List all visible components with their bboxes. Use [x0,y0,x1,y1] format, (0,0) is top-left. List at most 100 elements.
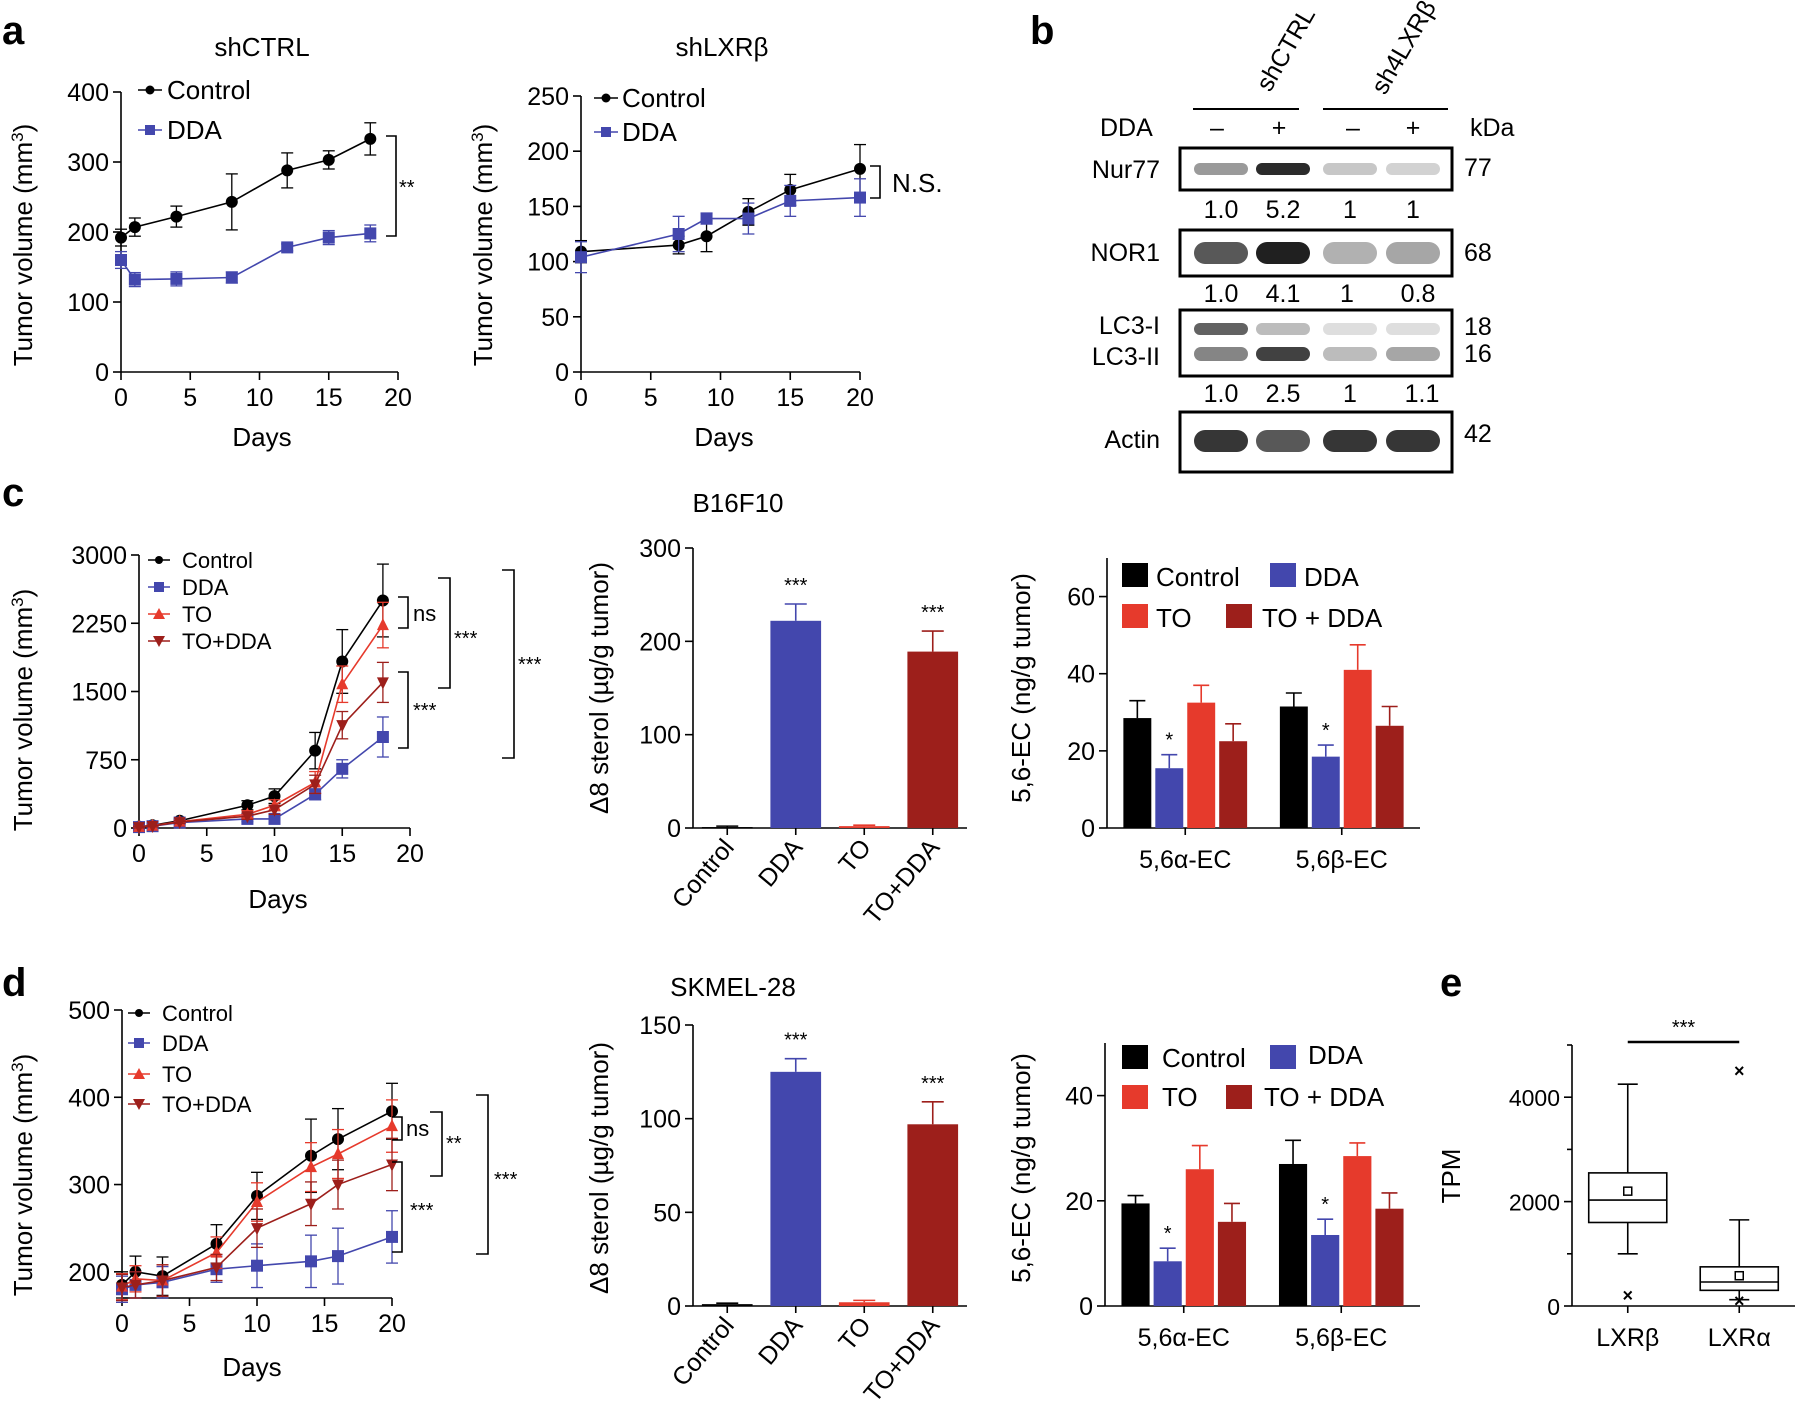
y-tick-label: 20 [1065,1188,1093,1216]
series-to-point [336,677,349,690]
blot-quant-lc3-1: 1.0 [1204,380,1239,408]
chart-d1-bracket-2 [430,1111,443,1177]
x-tick-label: 15 [315,384,343,412]
blot-bands-nor1 [1194,242,1440,264]
chart-d1-legend: Control DDA TO TO+DDA [128,1001,252,1117]
bar-to [838,1302,890,1306]
blot-band-lane-2 [1256,242,1310,264]
box-lxr--outlier: × [1734,1291,1745,1311]
blot-band-lane-3 [1323,242,1377,264]
x-tick-label: 10 [707,384,735,412]
chart-d1-sig-3: *** [410,1200,434,1222]
blot-band-lane-2 [1256,347,1310,361]
y-tick-label: 40 [1067,661,1095,689]
chart-a1-ylabel-text: Tumor volume (mm [8,142,38,366]
blot-band-lane-4 [1386,347,1440,361]
legend-control-marker [155,556,163,564]
chart-a1-xlabel: Days [232,422,291,452]
chart-a1-ylabel-close: ) [8,124,38,133]
chart-c1-ylabel-close: ) [8,589,38,598]
x-tick-label-dda: DDA [753,1312,809,1371]
chart-c1-legend: Control DDA TO TO+DDA [148,548,272,654]
blot-quant-lc3-4: 1.1 [1405,380,1440,408]
chart-d1-sig-4: *** [494,1169,518,1191]
series-control-point [700,230,713,243]
series-dda-point [281,241,294,254]
bar-5-6-ec-to [1187,702,1216,828]
series-control-point [322,153,335,166]
series-to-point [386,1119,398,1132]
blot-kda-77: 77 [1464,154,1492,182]
legend-control-label: Control [162,1001,233,1026]
series-to-dda-point [116,1282,128,1295]
blot-sign-2: + [1272,114,1287,142]
y-tick-label: 300 [68,1172,110,1200]
series-dda-point [700,212,713,225]
chart-c1: Days Tumor volume (mm3) 0 750 1500 2250 3000… [8,542,542,914]
series-control-point [364,132,377,145]
blot-band-lane-1 [1194,347,1248,361]
bar-control [701,1304,753,1306]
series-dda-point [225,271,238,284]
chart-d1-xlabel: Days [222,1352,281,1382]
series-control-point [854,162,866,175]
legend-to-swatch [1122,1085,1148,1109]
bar-5-6-ec-control [1279,706,1308,828]
y-tick-label: 0 [667,1293,681,1321]
legend-dda-label: DDA [622,117,678,147]
bar-5-6-ec-dda [1311,1234,1340,1306]
chart-c1-bracket-2 [438,577,451,689]
legend-dda-label: DDA [167,115,223,145]
blot-kda-68: 68 [1464,239,1492,267]
significance-label: *** [921,602,945,624]
legend-todda-label: TO+DDA [162,1092,252,1117]
chart-c1-sig-ns: ns [413,601,436,626]
y-tick-label: 150 [639,1012,681,1040]
chart-a1-title: shCTRL [214,32,309,62]
blot-quant-nor1-3: 1 [1340,280,1354,308]
blot-quant-nur77-3: 1 [1343,196,1357,224]
blot-label-actin: Actin [1104,426,1160,454]
bar-5-6-ec-to [1343,669,1372,828]
series-to-dda-point [146,820,159,833]
chart-d2-ylabel: Δ8 sterol (µg/g tumor) [584,1042,614,1294]
series-control-point [281,164,294,177]
series-to-dda-line [138,681,384,828]
bar-5-6-ec-to-dda [1217,1221,1247,1306]
y-tick-label: 0 [113,815,127,843]
x-tick-label-5-6-ec: 5,6α-EC [1139,846,1231,874]
box-lxr--outlier: × [1622,1286,1633,1306]
x-tick-label: 5 [644,384,658,412]
chart-c3-legend: Control DDA TO TO + DDA [1122,562,1383,633]
significance-label: * [1321,1194,1329,1216]
bar-5-6-ec-to [1343,1156,1372,1306]
significance-label: * [1164,1223,1172,1245]
blot-quant-lc3-2: 2.5 [1266,380,1301,408]
x-tick-label: 20 [396,840,424,868]
x-tick-label: 20 [378,1310,406,1338]
series-to-dda-point [129,1279,142,1292]
bar-5-6-ec-to [1185,1169,1214,1306]
legend-control-label: Control [167,75,251,105]
significance-label: *** [784,575,808,597]
chart-c1-ylabel-text: Tumor volume (mm [8,607,38,831]
series-dda-point [128,273,141,286]
chart-c3-plot: 0 20 40 60 5,6α-EC 5,6β-EC * * [1067,558,1420,874]
blot-kda-42: 42 [1464,420,1492,448]
legend-to-swatch [1122,604,1148,628]
x-tick-label-dda: DDA [753,834,809,893]
series-dda-point [672,228,685,240]
bar-to-dda [907,1124,959,1306]
series-dda-point [305,1255,317,1268]
chart-d1-sig-2: ** [446,1133,462,1155]
series-dda-point [322,231,335,244]
series-to-dda-point [305,1198,317,1211]
legend-to-marker [153,608,165,619]
x-tick-label-lxr-: LXRα [1708,1324,1771,1352]
legend-todda-marker [133,1099,145,1110]
box-lxr--outlier: × [1734,1061,1745,1081]
series-control-point [128,221,141,234]
legend-control-swatch [1122,563,1148,587]
chart-d3-plot: 0 20 40 5,6α-EC 5,6β-EC * * [1065,1043,1420,1352]
